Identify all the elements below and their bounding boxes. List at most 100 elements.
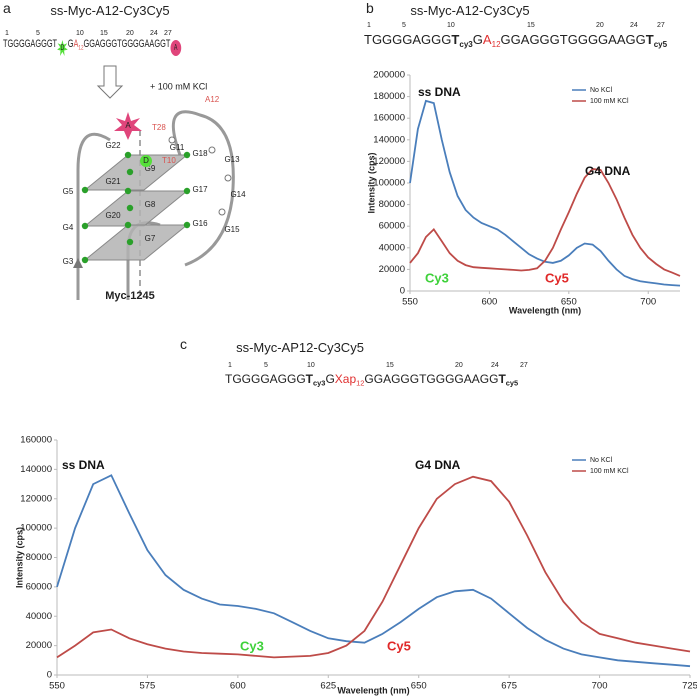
position-number: 1	[228, 362, 232, 369]
position-number: 20	[596, 22, 604, 29]
marker-label: D	[143, 156, 149, 165]
legend-label: No KCl	[590, 457, 613, 464]
y-tick-label: 180000	[373, 91, 405, 102]
x-tick-label: 700	[640, 297, 656, 308]
panel-title: ss-Myc-AP12-Cy3Cy5	[236, 340, 364, 355]
sequence-part: GGAGGGTGGGGAAGG	[364, 372, 499, 386]
position-number: 10	[76, 30, 84, 37]
x-tick-label: 675	[501, 681, 517, 692]
position-number: 5	[264, 362, 268, 369]
sequence-part: T	[451, 32, 460, 47]
node-label: G9	[145, 164, 156, 173]
sequence: TGGGGAGGGTcy3GXap12GGAGGGTGGGGAAGGTcy5	[225, 372, 518, 388]
y-tick-label: 160000	[373, 113, 405, 124]
y-tick-label: 0	[47, 670, 52, 681]
loop-base	[218, 208, 226, 216]
position-number: 10	[307, 362, 315, 369]
guanine	[183, 221, 191, 229]
node-label: G16	[192, 219, 208, 228]
node-label: G18	[192, 149, 208, 158]
guanine	[124, 187, 132, 195]
sequence-part: cy5	[653, 39, 668, 49]
guanine	[81, 256, 89, 264]
loop-base	[208, 146, 216, 154]
y-tick-label: 60000	[26, 581, 52, 592]
node-label: G3	[63, 257, 74, 266]
annotation: Cy5	[545, 270, 569, 285]
sequence-part: A	[482, 32, 492, 47]
node-label: G20	[105, 211, 121, 220]
y-axis-label: Intensity (cps)	[14, 527, 24, 588]
guanine	[124, 151, 132, 159]
sequence-part: T	[305, 372, 314, 386]
position-number: 27	[164, 30, 172, 37]
position-number: 1	[367, 22, 371, 29]
annotation: Cy3	[240, 638, 264, 653]
fluorophore-donor	[140, 155, 152, 167]
guanine	[183, 151, 191, 159]
sequence-part: G	[325, 372, 335, 386]
legend-label: 100 mM KCl	[590, 98, 629, 105]
node-label: G21	[105, 177, 121, 186]
tetrad-plane	[83, 224, 189, 261]
y-tick-label: 60000	[379, 221, 405, 232]
position-number: 15	[527, 22, 535, 29]
annotation: ss DNA	[62, 458, 105, 472]
sequence-part: 12	[356, 378, 365, 388]
position-number: 24	[491, 362, 499, 369]
node-label: G4	[63, 223, 74, 232]
annotation: G4 DNA	[585, 164, 631, 178]
x-tick-label: 725	[682, 681, 697, 692]
residue-label: A12	[205, 95, 220, 104]
x-tick-label: 600	[230, 681, 246, 692]
annotation: Cy3	[425, 270, 449, 285]
series-line	[409, 168, 681, 277]
y-tick-label: 120000	[20, 493, 52, 504]
node-label: G14	[230, 190, 246, 199]
sequence-part: G	[472, 32, 483, 47]
y-tick-label: 140000	[373, 134, 405, 145]
position-number: 20	[455, 362, 463, 369]
condition: + 100 mM KCl	[150, 81, 207, 91]
y-tick-label: 160000	[20, 435, 52, 446]
position-number: 5	[402, 22, 406, 29]
sequence-part: 12	[491, 39, 501, 49]
sequence-part: cy3	[313, 378, 326, 388]
structure-name: Myc-1245	[105, 290, 155, 302]
series-line	[56, 475, 691, 659]
y-tick-label: 80000	[379, 199, 405, 210]
legend-label: 100 mM KCl	[590, 468, 629, 475]
annotation: G4 DNA	[415, 458, 461, 472]
panel-letter: a	[3, 0, 11, 16]
position-number: 1	[5, 30, 9, 37]
sequence-part: 12	[78, 44, 84, 52]
y-tick-label: 140000	[20, 464, 52, 475]
residue-label: T28	[152, 123, 166, 132]
x-tick-label: 600	[481, 297, 497, 308]
guanine	[126, 204, 134, 212]
position-number: 27	[657, 22, 665, 29]
x-tick-label: 575	[139, 681, 155, 692]
arrow	[96, 65, 124, 99]
y-tick-label: 0	[400, 286, 405, 297]
sequence-part: A	[73, 38, 79, 50]
loop-base	[224, 174, 232, 182]
position-number: 27	[520, 362, 528, 369]
panel-letter: b	[366, 0, 374, 16]
position-number: 5	[36, 30, 40, 37]
sequence: TGGGGAGGGTcy3GA12GGAGGGTGGGGAAGGTcy5	[364, 32, 667, 49]
series-line	[409, 99, 681, 287]
panel-letter: c	[180, 336, 187, 352]
sequence-marker: D	[57, 40, 68, 56]
sequence-part: TGGGGAGGG	[225, 372, 306, 386]
sequence-part: cy3	[459, 39, 473, 49]
residue-label: T10	[162, 156, 176, 165]
x-tick-label: 650	[561, 297, 577, 308]
position-number: 24	[630, 22, 638, 29]
sequence-part: T	[645, 32, 654, 47]
guanine	[124, 221, 132, 229]
arrow-head	[73, 258, 83, 268]
legend-label: No KCl	[590, 87, 613, 94]
sequence-part: Xap	[334, 372, 357, 386]
